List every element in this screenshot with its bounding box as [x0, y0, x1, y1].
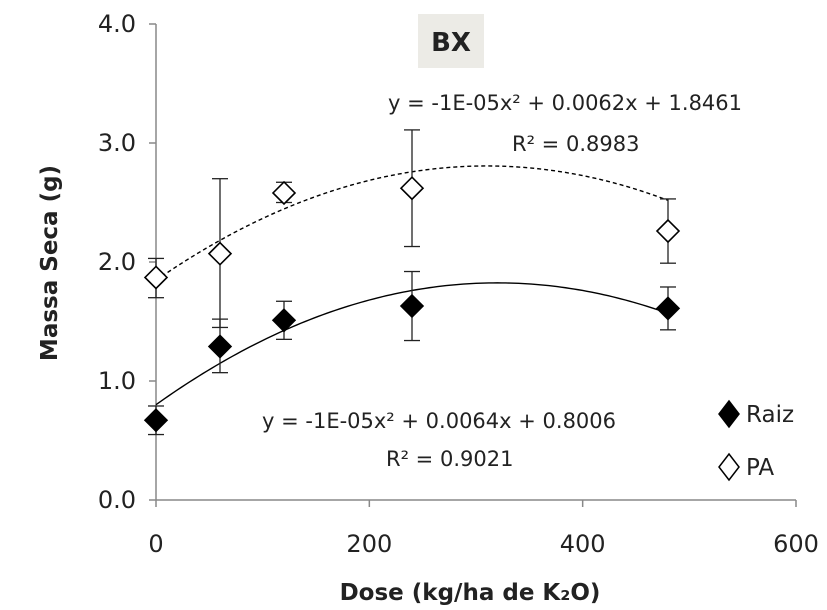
x-tick-label: 0 [148, 530, 163, 558]
raiz-data-point [399, 293, 425, 319]
y-tick-label: 2.0 [98, 248, 136, 276]
y-axis-title: Massa Seca (g) [37, 165, 63, 361]
title-box [418, 14, 484, 68]
pa-data-point [399, 176, 425, 201]
pa-data-point [655, 218, 681, 244]
pa-data-point [143, 265, 169, 290]
pa-data-point [271, 180, 297, 206]
y-tick-label: 4.0 [98, 10, 136, 38]
y-tick-label: 3.0 [98, 129, 136, 157]
legend: Raiz PA [718, 399, 794, 482]
legend-pa-marker [718, 452, 740, 482]
y-tick-label: 0.0 [98, 486, 136, 514]
raiz-data-point [655, 296, 681, 321]
raiz-r2: R² = 0.9021 [386, 447, 513, 471]
chart-title: BX [431, 28, 471, 58]
x-tick-label: 400 [560, 530, 606, 558]
legend-pa-label: PA [746, 455, 774, 481]
raiz-data-point [143, 408, 169, 433]
x-tick-label: 200 [346, 530, 392, 558]
x-axis-title: Dose (kg/ha de K₂O) [340, 580, 601, 606]
data-points [143, 176, 681, 433]
y-tick-label: 1.0 [98, 367, 136, 395]
pa-data-point [207, 241, 233, 266]
raiz-data-point [271, 308, 297, 333]
raiz-data-point [207, 334, 233, 359]
x-tick-label: 600 [773, 530, 819, 558]
pa-r2: R² = 0.8983 [512, 132, 639, 156]
legend-raiz-label: Raiz [746, 402, 794, 428]
axes: 0.0 1.0 2.0 3.0 4.0 0 200 400 600 [98, 10, 819, 558]
legend-raiz-marker [718, 399, 740, 429]
raiz-equation: y = -1E-05x² + 0.0064x + 0.8006 [262, 409, 616, 433]
pa-equation: y = -1E-05x² + 0.0062x + 1.8461 [388, 91, 742, 115]
